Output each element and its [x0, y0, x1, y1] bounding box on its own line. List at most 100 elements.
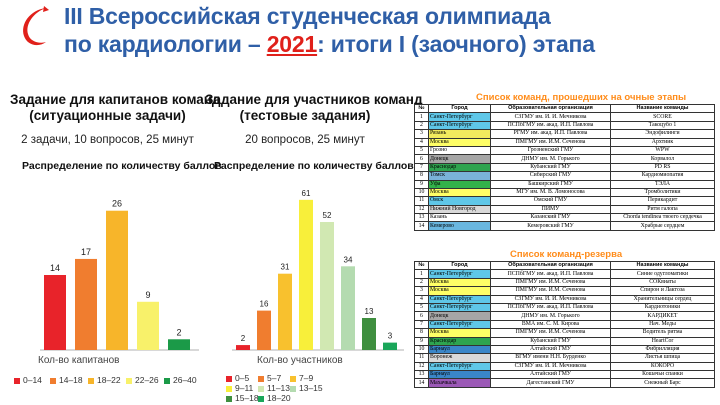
row-team-name: HeartCor [610, 336, 715, 346]
row-organization: Башкирский ГМУ [490, 179, 611, 189]
table-row: 14 Махачкала Дагестанский ГМУ Снежный Барс [414, 378, 715, 388]
row-organization: Кемеровский ГМУ [490, 221, 611, 231]
row-city: Томск [428, 171, 491, 181]
row-number: 13 [414, 213, 429, 223]
table-header-row: № Город Образовательная организация Назв… [414, 260, 715, 271]
table-row: 10 Москва МГУ им. М. В. Ломоносова Тромболи… [414, 187, 715, 198]
col-team: Название команды [610, 103, 715, 114]
legend-label: 7–9 [299, 373, 314, 383]
table-row: 9 Краснодар Кубанский ГМУ HeartCor [414, 336, 715, 346]
row-organization: ДНМУ им. М. Горького [490, 311, 611, 321]
table-row: 9 Уфа Башкирский ГМУ ТЭЛА [414, 179, 715, 189]
row-organization: ПСПбГМУ им. акад. И.П. Павлова [490, 120, 611, 131]
row-number: 7 [414, 162, 429, 173]
table-row: 14 Кемерово Кемеровский ГМУ Храбрые сердцем [414, 221, 715, 231]
row-number: 3 [414, 129, 429, 139]
legend-label: 13–15 [299, 383, 323, 393]
legend-label: 14–18 [59, 375, 83, 385]
participants-heading-line1: Задание для участников команд [205, 92, 423, 107]
row-organization: Омский ГМУ [490, 196, 611, 206]
bar-18–20 [383, 342, 397, 350]
row-organization: СЗГМУ им. И. И. Мечникова [490, 361, 611, 372]
row-number: 3 [414, 286, 429, 296]
row-organization: ВГМУ имени Н.Н. Бурденко [490, 353, 611, 363]
legend-swatch [50, 377, 56, 384]
legend-label: 18–22 [97, 375, 121, 385]
captains-x-label: Кол-во капитанов [38, 355, 120, 366]
col-num: № [414, 103, 429, 114]
row-city: Донецк [428, 311, 491, 321]
row-number: 9 [414, 179, 429, 189]
title-line-2-prefix: по кардиологии – [64, 31, 267, 57]
row-team-name: Храбрые сердцем [610, 221, 715, 231]
row-organization: Грозненский ГМУ [490, 145, 611, 156]
title-line-1: III Всероссийская студенческая олимпиада [64, 3, 551, 29]
row-number: 5 [414, 302, 429, 313]
legend-swatch [290, 385, 296, 392]
row-city: Казань [428, 213, 491, 223]
row-team-name: PD RS [610, 162, 715, 173]
row-city: Санкт-Петербург [428, 319, 491, 330]
finalists-table: № Город Образовательная организация Назв… [414, 103, 715, 231]
participants-x-label: Кол-во участников [257, 355, 343, 366]
captains-chart-title: Распределение по количеству баллов [22, 160, 222, 172]
bar-value-label: 13 [365, 307, 374, 316]
table-row: 1 Санкт-Петербург ПСПбГМУ им. акад. И.П. П… [414, 269, 715, 279]
bar-value-label: 34 [344, 255, 353, 264]
bar-5–7 [257, 310, 271, 350]
legend-item-15–18: 15–18 [226, 393, 259, 403]
table-row: 7 Санкт-Петербург ВМА им. С. М. Кирова Нач.… [414, 319, 715, 330]
legend-swatch [226, 375, 232, 382]
row-city: Барнаул [428, 344, 491, 355]
legend-swatch [226, 385, 232, 392]
table-row: 7 Краснодар Кубанский ГМУ PD RS [414, 162, 715, 173]
legend-swatch [14, 377, 20, 384]
page-title: III Всероссийская студенческая олимпиада… [64, 2, 595, 58]
legend-item-0–5: 0–5 [226, 373, 249, 383]
row-organization: ДНМУ им. М. Горького [490, 154, 611, 164]
row-team-name: Кардиотоники [610, 302, 715, 313]
row-number: 5 [414, 145, 429, 156]
legend-label: 26–40 [173, 375, 197, 385]
row-number: 8 [414, 328, 429, 338]
legend-label: 0–14 [23, 375, 42, 385]
row-city: Санкт-Петербург [428, 294, 491, 304]
bar-value-label: 14 [50, 263, 60, 273]
row-number: 11 [414, 196, 429, 206]
table-row: 8 Москва ПМГМУ им. И.М. Сеченова Водитель р… [414, 328, 715, 338]
row-number: 6 [414, 311, 429, 321]
row-organization: Алтайский ГМУ [490, 344, 611, 355]
row-city: Нижний Новгород [428, 204, 491, 215]
bar-value-label: 17 [81, 247, 91, 257]
row-team-name: Ритм галопа [610, 204, 715, 215]
row-number: 10 [414, 344, 429, 355]
row-team-name: Перикардит [610, 196, 715, 206]
row-city: Санкт-Петербург [428, 361, 491, 372]
bar-13–15 [341, 266, 355, 350]
row-organization: ПМГМУ им. И.М. Сеченова [490, 137, 611, 147]
legend-item-18–20: 18–20 [258, 393, 291, 403]
col-org: Образовательная организация [490, 103, 611, 114]
row-city: Махачкала [428, 378, 491, 388]
table-finalists-title: Список команд, прошедших на очные этапы [476, 92, 687, 103]
participants-subtitle: 20 вопросов, 25 минут [245, 134, 365, 146]
legend-swatch [126, 377, 132, 384]
row-number: 14 [414, 378, 429, 388]
row-organization: Казанский ГМУ [490, 213, 611, 223]
bar-22–26 [137, 301, 159, 350]
bar-0–5 [236, 345, 250, 350]
row-city: Санкт-Петербург [428, 120, 491, 131]
table-row: 2 Санкт-Петербург ПСПбГМУ им. акад. И.П. П… [414, 120, 715, 131]
row-number: 4 [414, 294, 429, 304]
row-organization: Дагестанский ГМУ [490, 378, 611, 388]
legend-swatch [164, 377, 170, 384]
table-row: 1 Санкт-Петербург СЗГМУ им. И. И. Мечников… [414, 112, 715, 122]
row-team-name: Эндофилинги [610, 129, 715, 139]
legend-item-26–40: 26–40 [164, 375, 197, 385]
legend-label: 9–11 [235, 383, 254, 393]
row-organization: ПСПбГМУ им. акад. И.П. Павлова [490, 269, 611, 279]
legend-swatch [88, 377, 94, 384]
row-organization: Алтайский ГМУ [490, 370, 611, 380]
captains-heading-line2: (ситуационные задачи) [29, 108, 186, 123]
row-organization: ПМГМУ им. И.М. Сеченова [490, 286, 611, 296]
